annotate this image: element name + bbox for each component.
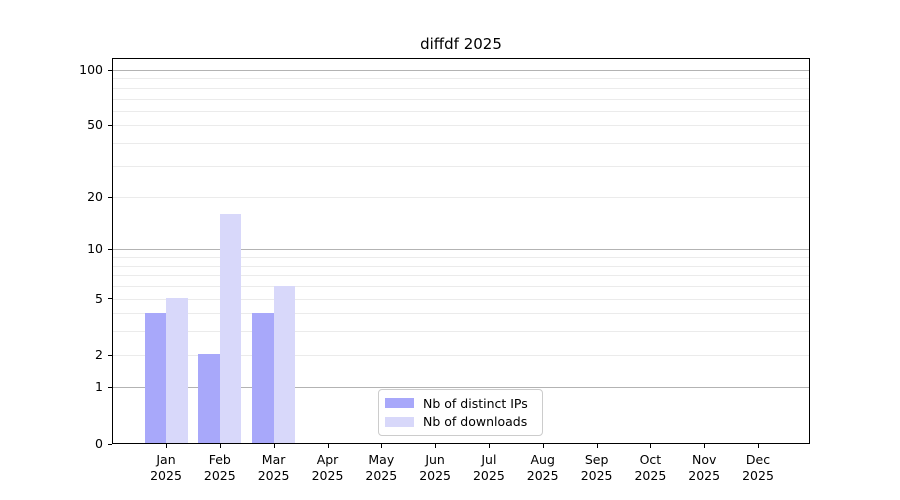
x-axis-label: Apr 2025	[311, 452, 344, 483]
x-axis-label: Jan 2025	[150, 452, 182, 483]
x-axis-label: May 2025	[365, 452, 398, 483]
x-axis-label: Sep 2025	[580, 452, 613, 483]
x-axis-tick	[488, 444, 490, 448]
x-axis-label: Nov 2025	[688, 452, 721, 483]
y-axis-tick	[108, 197, 112, 198]
minor-gridline	[113, 331, 809, 333]
minor-gridline	[113, 98, 809, 100]
minor-gridline	[113, 110, 809, 112]
y-axis-tick	[108, 249, 112, 250]
y-axis-label: 5	[95, 290, 103, 306]
legend: Nb of distinct IPs Nb of downloads	[378, 389, 543, 436]
x-axis-tick	[219, 444, 221, 448]
x-axis-tick	[596, 444, 598, 448]
y-axis-tick	[108, 387, 112, 388]
y-axis-tick	[108, 125, 112, 126]
minor-gridline	[113, 125, 809, 127]
minor-gridline	[113, 87, 809, 89]
major-gridline	[113, 249, 809, 251]
legend-item: Nb of downloads	[385, 413, 534, 431]
x-axis-label: Mar 2025	[257, 452, 290, 483]
bar-distinct-ips	[144, 312, 166, 443]
x-axis-tick	[327, 444, 329, 448]
bar-downloads	[273, 285, 296, 443]
legend-item: Nb of distinct IPs	[385, 394, 534, 412]
major-gridline	[113, 70, 809, 71]
minor-gridline	[113, 257, 809, 259]
plot-area	[112, 58, 810, 444]
y-axis-tick	[108, 70, 112, 71]
legend-swatch	[385, 416, 414, 427]
y-axis-label: 50	[87, 117, 103, 133]
bar-downloads	[219, 213, 242, 443]
minor-gridline	[113, 313, 809, 315]
x-axis-label: Feb 2025	[203, 452, 236, 483]
x-axis-tick	[381, 444, 383, 448]
major-gridline	[113, 387, 809, 389]
minor-gridline	[113, 197, 809, 199]
y-axis-tick	[108, 444, 112, 445]
legend-label: Nb of downloads	[423, 414, 528, 430]
minor-gridline	[113, 298, 809, 300]
bar-distinct-ips	[198, 354, 220, 443]
y-axis-label: 10	[87, 241, 103, 257]
x-axis-tick	[273, 444, 275, 448]
minor-gridline	[113, 78, 809, 80]
x-axis-label: Aug 2025	[526, 452, 559, 483]
x-axis-tick	[704, 444, 706, 448]
bar-downloads	[166, 298, 188, 443]
minor-gridline	[113, 354, 809, 356]
minor-gridline	[113, 165, 809, 167]
y-axis-label: 1	[95, 379, 103, 395]
x-axis-tick	[435, 444, 437, 448]
x-axis-tick	[166, 444, 167, 448]
chart-title: diffdf 2025	[420, 35, 502, 53]
minor-gridline	[113, 265, 809, 267]
y-axis-label: 2	[95, 346, 103, 362]
y-axis-tick	[108, 298, 112, 299]
minor-gridline	[113, 286, 809, 287]
bar-distinct-ips	[252, 312, 274, 443]
x-axis-tick	[542, 444, 544, 448]
x-axis-label: Dec 2025	[742, 452, 774, 483]
legend-swatch	[385, 398, 414, 409]
x-axis-tick	[650, 444, 652, 448]
x-axis-tick	[758, 444, 759, 448]
minor-gridline	[113, 275, 809, 277]
x-axis-label: Jun 2025	[419, 452, 451, 483]
y-axis-label: 20	[87, 189, 103, 205]
y-axis-label: 100	[79, 62, 103, 77]
legend-label: Nb of distinct IPs	[423, 395, 528, 411]
x-axis-label: Jul 2025	[472, 452, 505, 483]
x-axis-label: Oct 2025	[634, 452, 667, 483]
y-axis-label: 0	[95, 435, 103, 451]
minor-gridline	[113, 143, 809, 144]
y-axis-tick	[108, 355, 112, 356]
